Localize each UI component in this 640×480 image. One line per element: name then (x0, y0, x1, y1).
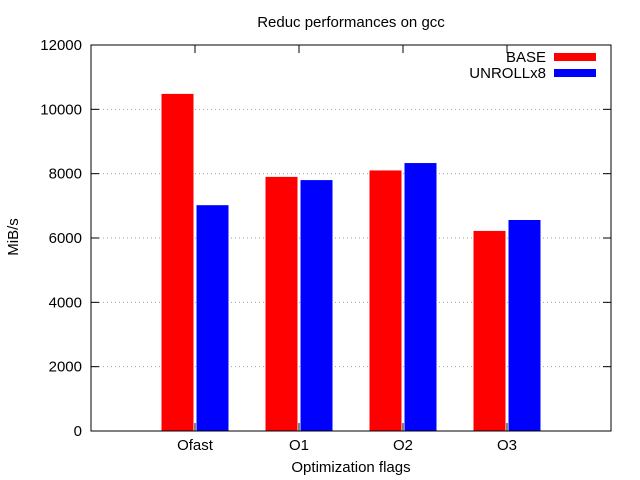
bar-unrollx8-o1 (300, 180, 333, 431)
bar-base-o1 (265, 176, 298, 431)
y-tick-label: 10000 (40, 101, 82, 118)
gridlines (91, 108, 611, 368)
legend-label: BASE (506, 49, 546, 66)
x-tick-label: O3 (497, 437, 517, 454)
x-tick-label: O1 (289, 437, 309, 454)
y-tick-label: 4000 (49, 294, 82, 311)
y-axis-label: MiB/s (5, 218, 22, 256)
bar-unrollx8-ofast (196, 205, 229, 431)
bar-unrollx8-o2 (404, 163, 437, 431)
bar-unrollx8-o3 (508, 219, 541, 431)
y-tick-label: 6000 (49, 230, 82, 247)
bar-base-o2 (369, 170, 402, 431)
y-tick-label: 0 (74, 423, 82, 440)
legend-swatch (554, 53, 596, 61)
x-axis-label: Optimization flags (291, 459, 410, 476)
chart-title: Reduc performances on gcc (257, 14, 445, 31)
x-tick-label: Ofast (177, 437, 214, 454)
bar-base-ofast (161, 93, 194, 431)
bar-base-o3 (473, 230, 506, 431)
y-tick-label: 2000 (49, 359, 82, 376)
legend-swatch (554, 69, 596, 77)
axis-ticks: 0 2000 4000 6000 8000 10000 12000 Ofast O1 O2 O3 (40, 37, 611, 454)
y-tick-label: 12000 (40, 37, 82, 54)
y-tick-label: 8000 (49, 166, 82, 183)
plot-frame (90, 44, 612, 432)
legend-label: UNROLLx8 (469, 65, 546, 82)
x-tick-label: O2 (393, 437, 413, 454)
bars-group (161, 93, 541, 431)
